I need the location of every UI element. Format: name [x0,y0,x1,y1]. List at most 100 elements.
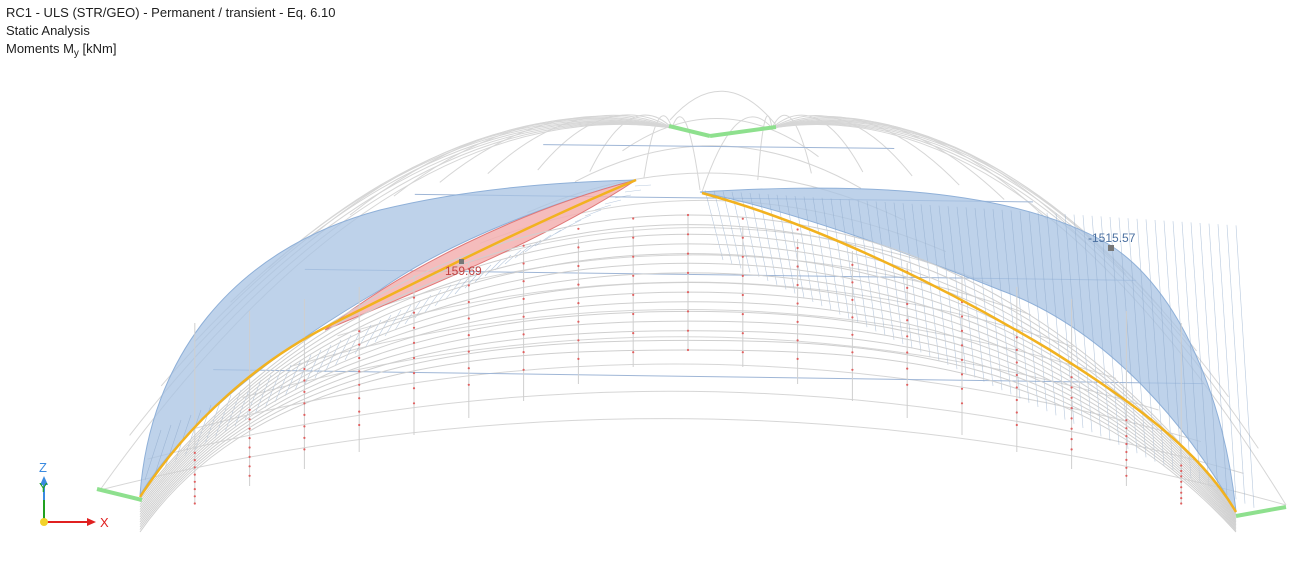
hatch-line [731,191,751,273]
mesh-node [796,283,799,287]
mesh-node [522,333,525,336]
hatch-line [1145,219,1165,466]
mesh-line [139,320,1237,529]
mesh-node [1125,419,1128,422]
hatch-line [713,190,733,265]
hatch-line [794,195,814,303]
mesh-line [139,339,1237,531]
mesh-node [522,351,525,354]
mesh-node [906,383,909,386]
mesh-node [1015,348,1018,351]
mesh-node [960,387,964,390]
mesh-node [1070,407,1073,410]
max-result-marker[interactable] [459,259,464,264]
fe-nodes [193,213,1183,505]
mesh-node [1180,486,1183,489]
mesh-node [906,335,909,338]
mesh-node [193,466,196,469]
mesh-node [1015,386,1018,389]
hatch-line [1190,222,1210,487]
min-result-marker[interactable] [1108,245,1114,251]
mesh-node [741,332,744,335]
hatch-line [604,199,622,205]
mesh-node [358,397,361,400]
member-left-arch[interactable] [138,178,637,498]
hatch-line [1172,221,1192,479]
hatch-line [334,334,352,367]
mesh-node [1070,438,1073,441]
mesh-node [577,283,580,286]
hatch-line [722,191,742,269]
hatch-line [1163,220,1183,475]
mesh-node [741,351,744,354]
mesh-node [248,418,251,421]
mesh-node [412,387,416,390]
mesh-line [139,291,1237,524]
hatch-line [504,249,522,265]
mesh-node [577,246,580,249]
mesh-node [1015,411,1018,414]
mesh-node [193,480,196,483]
support-left[interactable] [96,487,143,502]
mesh-line [139,233,1237,516]
mesh-line [701,116,773,193]
hatch-line [354,324,372,355]
mesh-node [1070,417,1073,420]
mesh-node [1180,502,1183,505]
mesh-node [1180,480,1183,483]
mesh-node [632,274,635,277]
mesh-line [99,418,1287,506]
mesh-line [771,124,1287,506]
mesh-node [522,280,525,283]
mesh-node [1125,466,1128,469]
mesh-node [303,448,306,451]
hatch-line [758,193,778,286]
moment-diagram-left [139,179,637,496]
hatch-line [1010,210,1030,403]
mesh-node [686,233,690,236]
mesh-node [1015,373,1018,377]
mesh-node [1015,398,1018,402]
mesh-node [1125,427,1128,430]
mesh-node [1070,427,1073,430]
mesh-node [1180,464,1183,467]
support-right[interactable] [1235,505,1287,518]
mesh-node [1125,442,1128,446]
hatch-line [902,203,922,353]
support-top[interactable] [668,124,777,138]
mesh-node [358,356,361,360]
mesh-node [960,344,964,347]
mesh-line [622,118,819,158]
hatch-line [1073,214,1093,433]
hatch-line [812,197,832,311]
mesh-node [1015,423,1018,427]
axis-triad[interactable]: X Z Y [39,460,109,530]
mesh-node [796,228,799,231]
mesh-line [439,115,673,183]
hatch-line [574,214,592,223]
mesh-node [467,300,470,304]
x-axis-label: X [100,515,109,530]
hatch-line [184,409,202,457]
hatch-line [965,207,985,382]
mesh-node [796,339,799,342]
mesh-node [1180,475,1183,478]
mesh-node [796,265,799,268]
mesh-node [960,315,964,318]
mesh-node [960,373,964,376]
mesh-node [1070,376,1073,379]
hatch-line [974,207,994,387]
mesh-node [522,262,525,265]
mesh-node [248,408,251,411]
mesh-line [432,227,989,284]
mesh-node [906,302,909,306]
hatch-line [821,197,841,315]
mesh-node [467,383,470,386]
member-right-arch[interactable] [701,191,1238,513]
mesh-node [796,302,799,305]
mesh-node [686,252,690,255]
mesh-node [851,368,854,371]
load-combination-title: RC1 - ULS (STR/GEO) - Permanent / transi… [6,5,336,20]
